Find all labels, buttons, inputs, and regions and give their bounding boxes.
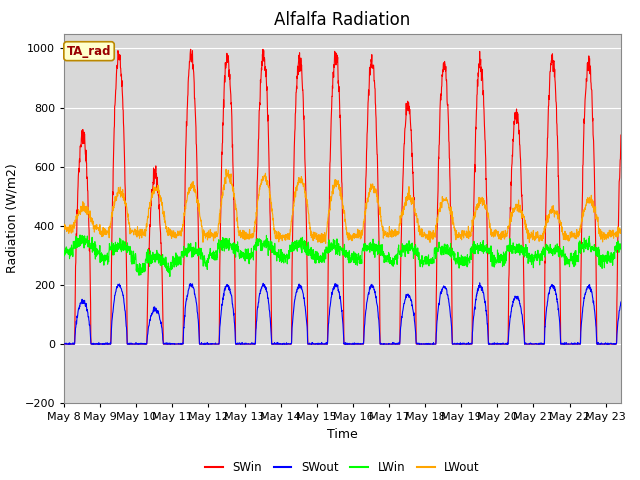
Title: Alfalfa Radiation: Alfalfa Radiation [275, 11, 410, 29]
Y-axis label: Radiation (W/m2): Radiation (W/m2) [6, 164, 19, 273]
Text: TA_rad: TA_rad [67, 45, 111, 58]
Legend: SWin, SWout, LWin, LWout: SWin, SWout, LWin, LWout [200, 456, 484, 479]
X-axis label: Time: Time [327, 428, 358, 441]
